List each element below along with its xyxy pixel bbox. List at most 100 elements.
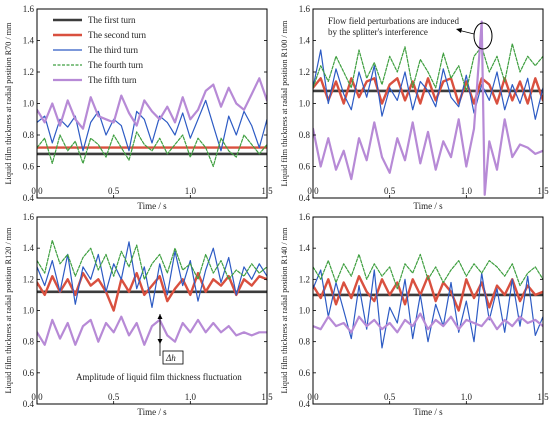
y-tick-label: 1.4 xyxy=(299,36,311,46)
legend-item: The fifth turn xyxy=(53,75,137,85)
series-line-the-third-turn xyxy=(313,269,543,349)
plot-frame xyxy=(312,8,544,199)
legend: The first turn The second turn The third t… xyxy=(53,15,146,85)
y-axis-label: Liquid film thickness at radial position… xyxy=(4,227,13,394)
x-axis-label: Time / s xyxy=(413,407,443,417)
legend-label: The fifth turn xyxy=(88,75,137,85)
series-line-the-fourth-turn xyxy=(37,131,267,168)
x-tick-label: 1.5 xyxy=(537,392,549,402)
series-line-the-fourth-turn xyxy=(313,43,543,92)
delta-h-arrow-top xyxy=(157,314,163,319)
y-tick-label: 0.4 xyxy=(299,399,311,409)
series-line-the-second-turn xyxy=(37,271,267,312)
delta-h-arrow-bottom xyxy=(157,339,163,344)
panel-r70: 0.4 0.6 0.8 1.0 1.2 1.4 1.6 0.0 0.5 1.0 1.5 Time / … xyxy=(4,4,273,211)
x-tick-label: 0.5 xyxy=(384,186,396,196)
series-line-the-third-turn xyxy=(313,49,543,120)
series-line-the-fourth-turn xyxy=(37,239,267,280)
y-tick-label: 1.6 xyxy=(23,4,35,14)
y-tick-label: 1.0 xyxy=(23,306,35,316)
y-axis-label: Liquid film thickness at radial position… xyxy=(4,22,13,185)
series-line-the-third-turn xyxy=(37,99,267,152)
legend-item: The third turn xyxy=(53,45,138,55)
splitter-annotation-line2: by the splitter's interference xyxy=(328,27,428,37)
x-tick-label: 1.0 xyxy=(461,186,473,196)
x-tick-label: 0.0 xyxy=(31,392,43,402)
series-line-the-fifth-turn xyxy=(313,312,543,334)
y-tick-label: 0.8 xyxy=(299,130,311,140)
series-line-the-third-turn xyxy=(37,241,267,308)
y-tick-label: 0.4 xyxy=(299,193,311,203)
x-tick-label: 0.5 xyxy=(108,392,120,402)
y-tick-label: 1.2 xyxy=(299,274,310,284)
x-tick-label: 1.5 xyxy=(537,186,549,196)
x-tick-label: 1.5 xyxy=(261,186,273,196)
y-axis-label: Liquid film thickness at radial position… xyxy=(280,20,289,187)
legend-label: The second turn xyxy=(88,30,146,40)
amplitude-label: Amplitude of liquid film thickness fluct… xyxy=(76,372,242,382)
x-tick-label: 1.0 xyxy=(461,392,473,402)
legend-label: The first turn xyxy=(88,15,136,25)
y-tick-label: 0.6 xyxy=(23,162,35,172)
x-tick-label: 1.5 xyxy=(261,392,273,402)
y-tick-label: 0.4 xyxy=(23,193,35,203)
x-tick-label: 1.0 xyxy=(185,392,197,402)
series-group xyxy=(313,20,543,196)
x-axis-label: Time / s xyxy=(137,201,167,211)
y-tick-label: 0.6 xyxy=(23,368,35,378)
y-tick-label: 0.8 xyxy=(23,337,35,347)
x-tick-label: 0.0 xyxy=(307,186,319,196)
y-tick-label: 1.4 xyxy=(23,243,35,253)
y-tick-label: 1.2 xyxy=(299,67,310,77)
series-group xyxy=(37,77,267,168)
y-tick-label: 1.4 xyxy=(299,243,311,253)
panel-r120: 0.4 0.6 0.8 1.0 1.2 1.4 1.6 0.0 0.5 1.0 1.5 Time / … xyxy=(4,212,273,417)
y-tick-label: 1.6 xyxy=(299,4,311,14)
x-tick-label: 0.5 xyxy=(384,392,396,402)
series-line-the-fifth-turn xyxy=(37,77,267,130)
plot-frame xyxy=(312,216,544,405)
y-tick-label: 0.4 xyxy=(23,399,35,409)
legend-item: The second turn xyxy=(53,30,146,40)
x-tick-label: 0.0 xyxy=(31,186,43,196)
highlight-ellipse xyxy=(473,22,493,50)
series-group xyxy=(37,239,267,346)
panel-r100: 0.4 0.6 0.8 1.0 1.2 1.4 1.6 0.0 0.5 1.0 1.5 Time / … xyxy=(280,4,549,211)
y-tick-label: 1.0 xyxy=(23,99,35,109)
series-line-the-fifth-turn xyxy=(313,20,543,196)
y-axis-label: Liquid film thickness at radial position… xyxy=(280,227,289,394)
y-tick-label: 1.4 xyxy=(23,36,35,46)
delta-h-annotation: Δh Amplitude of liquid film thickness flu… xyxy=(76,314,242,382)
y-tick-label: 0.8 xyxy=(23,130,35,140)
annotation-arrowhead xyxy=(456,28,462,33)
series-line-the-fourth-turn xyxy=(313,253,543,290)
x-tick-label: 0.5 xyxy=(108,186,120,196)
legend-item: The first turn xyxy=(53,15,136,25)
x-axis-label: Time / s xyxy=(137,407,167,417)
delta-h-label: Δh xyxy=(165,353,176,363)
y-tick-label: 0.8 xyxy=(299,337,311,347)
series-line-the-fifth-turn xyxy=(37,315,267,346)
plot-frame xyxy=(36,8,268,199)
x-tick-label: 1.0 xyxy=(185,186,197,196)
y-tick-label: 0.6 xyxy=(299,162,311,172)
splitter-annotation-line1: Flow field perturbations are induced xyxy=(328,16,459,26)
x-axis-label: Time / s xyxy=(413,201,443,211)
series-group xyxy=(313,253,543,349)
x-tick-label: 0.0 xyxy=(307,392,319,402)
y-tick-label: 1.2 xyxy=(23,67,34,77)
y-tick-label: 1.0 xyxy=(299,99,311,109)
series-line-the-second-turn xyxy=(313,77,543,105)
y-tick-label: 0.6 xyxy=(299,368,311,378)
y-tick-label: 1.6 xyxy=(299,212,311,222)
legend-label: The fourth turn xyxy=(88,60,143,70)
legend-label: The third turn xyxy=(88,45,138,55)
panel-r140: 0.4 0.6 0.8 1.0 1.2 1.4 1.6 0.0 0.5 1.0 1.5 Time / … xyxy=(280,212,549,417)
series-line-the-second-turn xyxy=(313,275,543,312)
y-tick-label: 1.2 xyxy=(23,274,34,284)
y-tick-label: 1.6 xyxy=(23,212,35,222)
legend-item: The fourth turn xyxy=(53,60,143,70)
y-tick-label: 1.0 xyxy=(299,306,311,316)
